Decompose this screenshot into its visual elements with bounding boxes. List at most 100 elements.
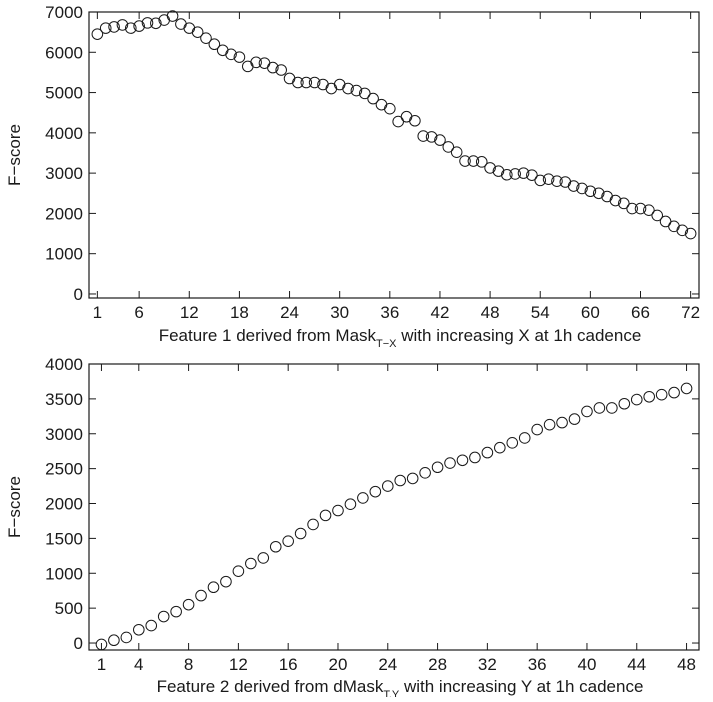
data-point — [245, 557, 257, 570]
y-tick-label: 500 — [55, 599, 83, 618]
data-point — [384, 102, 396, 115]
data-point — [116, 19, 129, 31]
data-point — [220, 575, 232, 588]
data-point — [233, 51, 246, 63]
data-point — [375, 98, 388, 111]
y-tick-label: 3000 — [45, 425, 83, 444]
y-tick-label: 2000 — [45, 204, 83, 223]
y-axis-title: F−score — [5, 124, 24, 186]
data-point — [250, 56, 262, 69]
data-point — [232, 565, 245, 577]
data-point — [419, 467, 431, 479]
data-point — [166, 10, 179, 22]
data-point — [680, 382, 693, 395]
data-point — [434, 134, 446, 146]
data-point — [481, 446, 494, 459]
data-point — [518, 432, 531, 444]
data-point — [308, 76, 321, 89]
x-tick-label: 30 — [330, 303, 349, 322]
data-point — [630, 393, 643, 406]
data-point — [484, 162, 496, 174]
data-point — [392, 115, 404, 128]
data-point — [501, 168, 513, 181]
data-point — [543, 418, 556, 431]
y-tick-label: 2000 — [45, 495, 83, 514]
data-point — [283, 72, 296, 85]
data-point — [431, 461, 444, 474]
data-point — [344, 498, 357, 511]
data-point — [643, 204, 655, 216]
y-tick-label: 0 — [74, 285, 83, 304]
data-point — [241, 60, 254, 73]
data-point — [459, 155, 471, 167]
data-point — [684, 227, 697, 240]
data-point — [655, 388, 668, 401]
data-point — [676, 224, 689, 237]
data-point — [157, 610, 170, 623]
plot-frame — [88, 11, 700, 299]
data-point — [175, 18, 187, 30]
data-point — [394, 474, 407, 487]
y-tick-label: 5000 — [45, 84, 83, 103]
data-point — [124, 22, 137, 34]
x-tick-label: 20 — [329, 655, 348, 674]
x-tick-label: 28 — [428, 655, 447, 674]
data-point — [333, 78, 346, 91]
data-point — [509, 168, 521, 180]
data-point — [99, 22, 112, 34]
y-tick-label: 1500 — [45, 529, 83, 548]
data-point — [269, 540, 282, 553]
data-point — [668, 386, 680, 399]
y-tick-label: 2500 — [45, 460, 83, 479]
data-point — [551, 175, 563, 187]
data-point — [319, 509, 332, 522]
data-point — [282, 535, 294, 547]
data-point — [141, 17, 154, 29]
data-point — [182, 598, 195, 611]
data-point — [300, 76, 313, 89]
data-point — [91, 28, 104, 40]
data-point — [357, 492, 369, 504]
data-point — [292, 76, 304, 89]
data-point — [492, 165, 505, 177]
x-tick-label: 18 — [230, 303, 249, 322]
data-point — [170, 605, 182, 618]
y-tick-label: 0 — [74, 634, 83, 653]
x-tick-label: 1 — [97, 655, 106, 674]
data-point — [307, 518, 319, 531]
x-tick-label: 6 — [134, 303, 143, 322]
data-point — [442, 141, 455, 153]
data-point — [325, 82, 338, 95]
data-point — [444, 457, 456, 469]
data-point — [133, 20, 145, 32]
data-point — [406, 472, 419, 485]
x-tick-label: 16 — [279, 655, 298, 674]
x-axis-title: Feature 1 derived from MaskT−X with incr… — [159, 326, 642, 350]
y-tick-label: 6000 — [45, 43, 83, 62]
data-point — [618, 397, 631, 410]
x-tick-label: 12 — [229, 655, 248, 674]
x-tick-label: 60 — [581, 303, 600, 322]
data-point — [208, 38, 221, 51]
data-point — [475, 156, 488, 168]
data-point — [267, 61, 279, 74]
y-tick-label: 4000 — [45, 124, 83, 143]
data-point — [332, 504, 344, 517]
x-tick-label: 1 — [93, 303, 102, 322]
data-point — [216, 44, 229, 57]
data-point — [592, 187, 605, 200]
data-point — [108, 634, 120, 647]
y-tick-label: 7000 — [45, 3, 83, 22]
data-point — [606, 402, 618, 414]
data-point — [183, 22, 196, 34]
x-tick-label: 40 — [577, 655, 596, 674]
x-tick-label: 48 — [677, 655, 696, 674]
data-point — [531, 423, 543, 436]
data-point — [559, 176, 572, 188]
data-point — [526, 169, 538, 181]
data-point — [584, 185, 597, 198]
x-tick-label: 44 — [627, 655, 646, 674]
data-point — [108, 21, 120, 33]
y-axis-title: F−score — [5, 476, 24, 538]
